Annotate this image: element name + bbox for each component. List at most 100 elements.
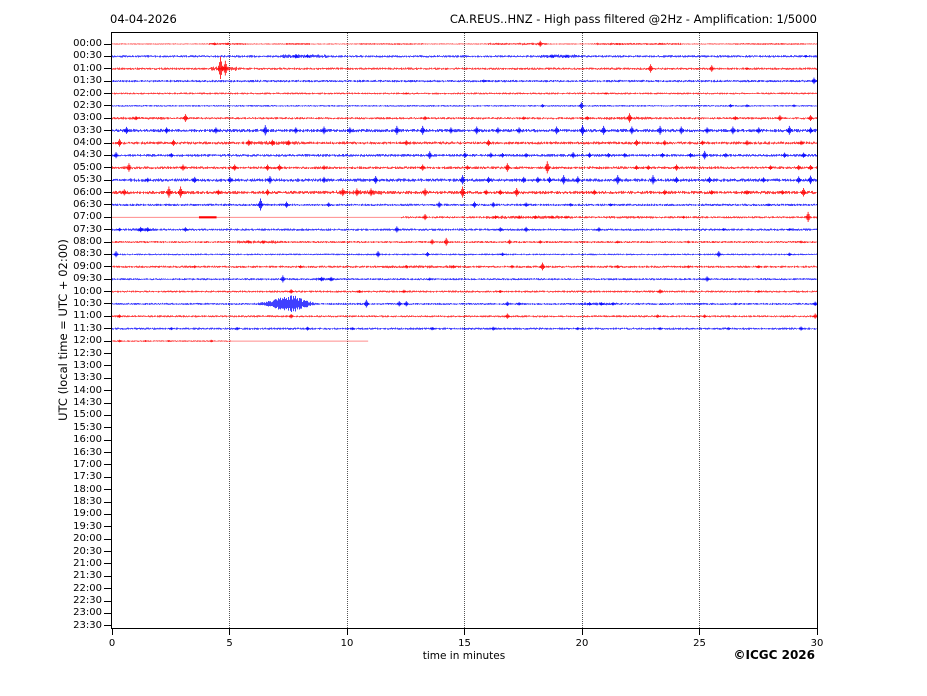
plot-area <box>111 32 818 629</box>
y-tick-mark <box>104 43 111 45</box>
y-tick-label: 20:30 <box>73 545 102 557</box>
y-tick-label: 09:00 <box>73 260 102 272</box>
y-tick-mark <box>104 612 111 614</box>
x-tick-label: 20 <box>575 638 589 649</box>
y-tick-label: 13:00 <box>73 359 102 371</box>
y-tick-label: 07:00 <box>73 211 102 223</box>
y-tick-label: 14:30 <box>73 397 102 409</box>
y-tick-mark <box>104 439 111 441</box>
y-tick-label: 00:00 <box>73 38 102 49</box>
y-tick-mark <box>104 117 111 119</box>
y-tick-mark <box>104 390 111 392</box>
y-tick-label: 06:30 <box>73 198 102 210</box>
x-tick-label: 0 <box>108 638 116 649</box>
y-tick-label: 10:30 <box>73 297 102 309</box>
y-tick-mark <box>104 588 111 590</box>
y-tick-label: 19:30 <box>73 520 102 532</box>
y-tick-mark <box>104 216 111 218</box>
y-tick-mark <box>104 179 111 181</box>
x-tick-mark <box>464 629 465 635</box>
y-tick-label: 18:00 <box>73 483 102 495</box>
y-tick-label: 17:00 <box>73 458 102 470</box>
x-tick-label: 30 <box>810 638 824 649</box>
seismogram-traces <box>112 33 817 628</box>
y-tick-mark <box>104 192 111 194</box>
y-tick-mark <box>104 563 111 565</box>
y-tick-label: 16:30 <box>73 446 102 458</box>
x-tick-label: 5 <box>226 638 233 649</box>
y-tick-mark <box>104 328 111 330</box>
y-tick-mark <box>104 538 111 540</box>
y-tick-mark <box>104 340 111 342</box>
x-tick-label: 15 <box>458 638 471 649</box>
y-tick-mark <box>104 464 111 466</box>
y-tick-label: 02:00 <box>73 87 102 99</box>
y-tick-label: 05:00 <box>73 161 102 173</box>
y-tick-label: 12:00 <box>73 335 102 347</box>
y-tick-mark <box>104 278 111 280</box>
x-tick-mark <box>581 629 583 635</box>
y-tick-label: 17:30 <box>73 471 102 483</box>
y-tick-mark <box>104 489 111 491</box>
x-tick-mark <box>229 629 230 635</box>
y-tick-mark <box>104 253 111 255</box>
y-tick-mark <box>104 291 111 293</box>
copyright-credit: ©ICGC 2026 <box>733 648 815 662</box>
y-tick-label: 23:30 <box>73 619 102 631</box>
y-tick-mark <box>104 427 111 429</box>
y-tick-mark <box>104 377 111 379</box>
y-tick-label: 11:30 <box>73 322 102 334</box>
y-tick-mark <box>104 80 111 82</box>
x-axis-label: time in minutes <box>422 650 506 662</box>
y-tick-label: 19:00 <box>73 508 102 520</box>
y-tick-mark <box>104 266 111 268</box>
y-tick-label: 06:00 <box>73 186 102 198</box>
y-tick-label: 08:30 <box>73 248 102 260</box>
y-tick-mark <box>104 575 111 577</box>
y-tick-label: 22:30 <box>73 595 102 607</box>
plot-title: CA.REUS..HNZ - High pass filtered @2Hz -… <box>449 12 817 26</box>
y-tick-mark <box>104 241 111 243</box>
y-tick-label: 11:00 <box>73 310 102 322</box>
y-tick-label: 02:30 <box>73 99 102 111</box>
y-tick-label: 21:30 <box>73 570 102 582</box>
x-tick-mark <box>346 629 348 635</box>
y-tick-mark <box>104 452 111 454</box>
y-tick-mark <box>104 154 111 156</box>
y-tick-mark <box>104 315 111 317</box>
y-tick-mark <box>104 551 111 553</box>
y-tick-label: 10:00 <box>73 285 102 297</box>
y-tick-label: 22:00 <box>73 582 102 594</box>
y-tick-label: 16:00 <box>73 434 102 446</box>
y-tick-mark <box>104 501 111 503</box>
y-tick-mark <box>104 526 111 528</box>
y-tick-label: 18:30 <box>73 496 102 508</box>
y-tick-label: 13:30 <box>73 372 102 384</box>
y-tick-mark <box>104 130 111 132</box>
y-tick-label: 04:30 <box>73 149 102 161</box>
y-tick-label: 21:00 <box>73 557 102 569</box>
y-tick-mark <box>104 68 111 70</box>
y-tick-mark <box>104 625 111 627</box>
y-tick-mark <box>104 167 111 169</box>
y-tick-label: 04:00 <box>73 137 102 149</box>
y-tick-label: 12:30 <box>73 347 102 359</box>
y-tick-mark <box>104 513 111 515</box>
plot-date: 04-04-2026 <box>110 12 177 26</box>
x-tick-label: 10 <box>340 638 354 649</box>
x-tick-mark <box>699 629 700 635</box>
y-tick-mark <box>104 55 111 57</box>
y-tick-label: 09:30 <box>73 273 102 285</box>
y-tick-label: 14:00 <box>73 384 102 396</box>
y-tick-mark <box>104 414 111 416</box>
y-tick-mark <box>104 229 111 231</box>
y-tick-mark <box>104 600 111 602</box>
y-tick-mark <box>104 365 111 367</box>
y-tick-label: 15:00 <box>73 409 102 421</box>
y-tick-label: 01:30 <box>73 75 102 87</box>
y-tick-mark <box>104 93 111 95</box>
y-tick-label: 23:00 <box>73 607 102 619</box>
y-tick-label: 00:30 <box>73 50 102 62</box>
x-tick-label: 25 <box>693 638 706 649</box>
y-tick-label: 03:30 <box>73 124 102 136</box>
